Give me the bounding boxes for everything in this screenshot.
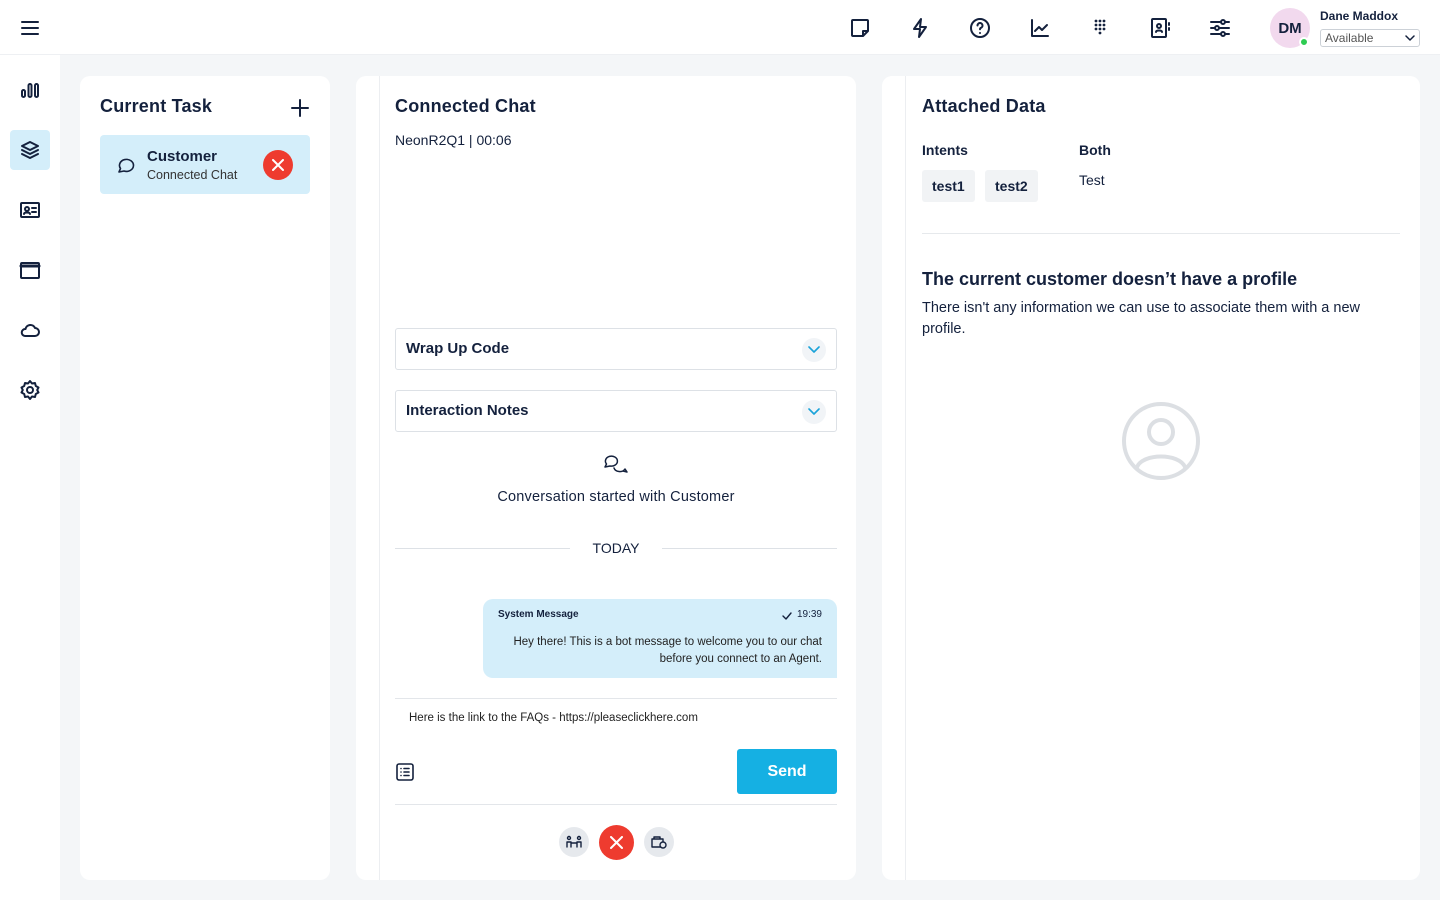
panel-title: Current Task xyxy=(100,96,213,116)
chat-id-timer: NeonR2Q1 | 00:06 xyxy=(395,132,512,148)
intents-label: Intents xyxy=(922,142,968,158)
id-card-icon[interactable] xyxy=(10,190,50,230)
chat-panel: Connected Chat NeonR2Q1 | 00:06 Wrap Up … xyxy=(356,76,856,880)
transfer-icon xyxy=(566,835,582,848)
no-profile-text: There isn't any information we can use t… xyxy=(922,300,1360,337)
chart-line-icon[interactable] xyxy=(1028,16,1052,40)
end-task-button[interactable] xyxy=(263,150,293,180)
attached-data-panel: Attached Data Intents test1 test2 Both T… xyxy=(882,76,1420,880)
no-profile-title: The current customer doesn’t have a prof… xyxy=(922,269,1298,289)
panel-title: Attached Data xyxy=(922,96,1046,116)
layers-icon[interactable] xyxy=(10,130,50,170)
divider xyxy=(922,233,1400,234)
templates-list-icon[interactable] xyxy=(396,763,414,781)
interaction-notes-dropdown[interactable]: Interaction Notes xyxy=(395,390,837,432)
message-sender: System Message xyxy=(498,609,579,620)
day-divider: TODAY xyxy=(592,540,640,556)
chevron-down-icon xyxy=(1405,35,1415,41)
both-value: Test xyxy=(1079,172,1105,188)
sticky-note-icon[interactable] xyxy=(848,16,872,40)
check-icon xyxy=(782,612,792,620)
message-time: 19:39 xyxy=(796,609,822,620)
menu-icon[interactable] xyxy=(18,16,42,40)
left-rail xyxy=(0,55,60,900)
message-text: Hey there! This is a bot message to welc… xyxy=(513,636,822,665)
conversation-started-text: Conversation started with Customer xyxy=(497,489,735,505)
intent-chip: test1 xyxy=(922,170,975,202)
task-type: Connected Chat xyxy=(147,168,238,182)
window-icon[interactable] xyxy=(10,250,50,290)
status-dot xyxy=(1299,37,1309,47)
lightning-icon[interactable] xyxy=(908,16,932,40)
task-name: Customer xyxy=(147,148,218,165)
sliders-icon[interactable] xyxy=(1208,16,1232,40)
user-name: Dane Maddox xyxy=(1320,9,1399,23)
add-task-button[interactable] xyxy=(290,98,310,123)
intent-chip: test2 xyxy=(985,170,1038,202)
task-item[interactable]: Customer Connected Chat xyxy=(100,135,310,194)
divider xyxy=(662,548,837,549)
divider xyxy=(379,76,380,880)
divider xyxy=(395,804,837,805)
wrap-up-code-dropdown[interactable]: Wrap Up Code xyxy=(395,328,837,370)
user-placeholder-icon xyxy=(1122,402,1200,480)
chat-bubble-icon xyxy=(118,158,135,173)
message-bubble: System Message 19:39 Hey there! This is … xyxy=(483,599,837,678)
settings-icon[interactable] xyxy=(10,370,50,410)
close-icon xyxy=(610,836,623,849)
dialpad-icon[interactable] xyxy=(1088,16,1112,40)
help-icon[interactable] xyxy=(968,16,992,40)
divider xyxy=(395,698,837,699)
briefcase-clock-icon xyxy=(651,836,667,849)
cloud-icon[interactable] xyxy=(10,310,50,350)
hold-button[interactable] xyxy=(644,827,674,857)
end-chat-button[interactable] xyxy=(599,825,634,860)
both-label: Both xyxy=(1079,142,1111,158)
transfer-button[interactable] xyxy=(559,827,589,857)
divider xyxy=(395,548,570,549)
chevron-down-icon xyxy=(802,338,826,362)
message-input[interactable]: Here is the link to the FAQs - https://p… xyxy=(409,712,698,724)
top-bar: DM Dane Maddox Available xyxy=(0,0,1440,55)
panel-title: Connected Chat xyxy=(395,96,536,116)
conversation-icon xyxy=(604,455,628,473)
contact-book-icon[interactable] xyxy=(1148,16,1172,40)
bar-chart-icon[interactable] xyxy=(10,70,50,110)
send-button[interactable]: Send xyxy=(737,749,837,794)
close-icon xyxy=(272,159,284,171)
divider xyxy=(905,76,906,880)
chevron-down-icon xyxy=(802,400,826,424)
status-select[interactable]: Available xyxy=(1320,29,1420,47)
current-task-panel: Current Task Customer Connected Chat xyxy=(80,76,330,880)
